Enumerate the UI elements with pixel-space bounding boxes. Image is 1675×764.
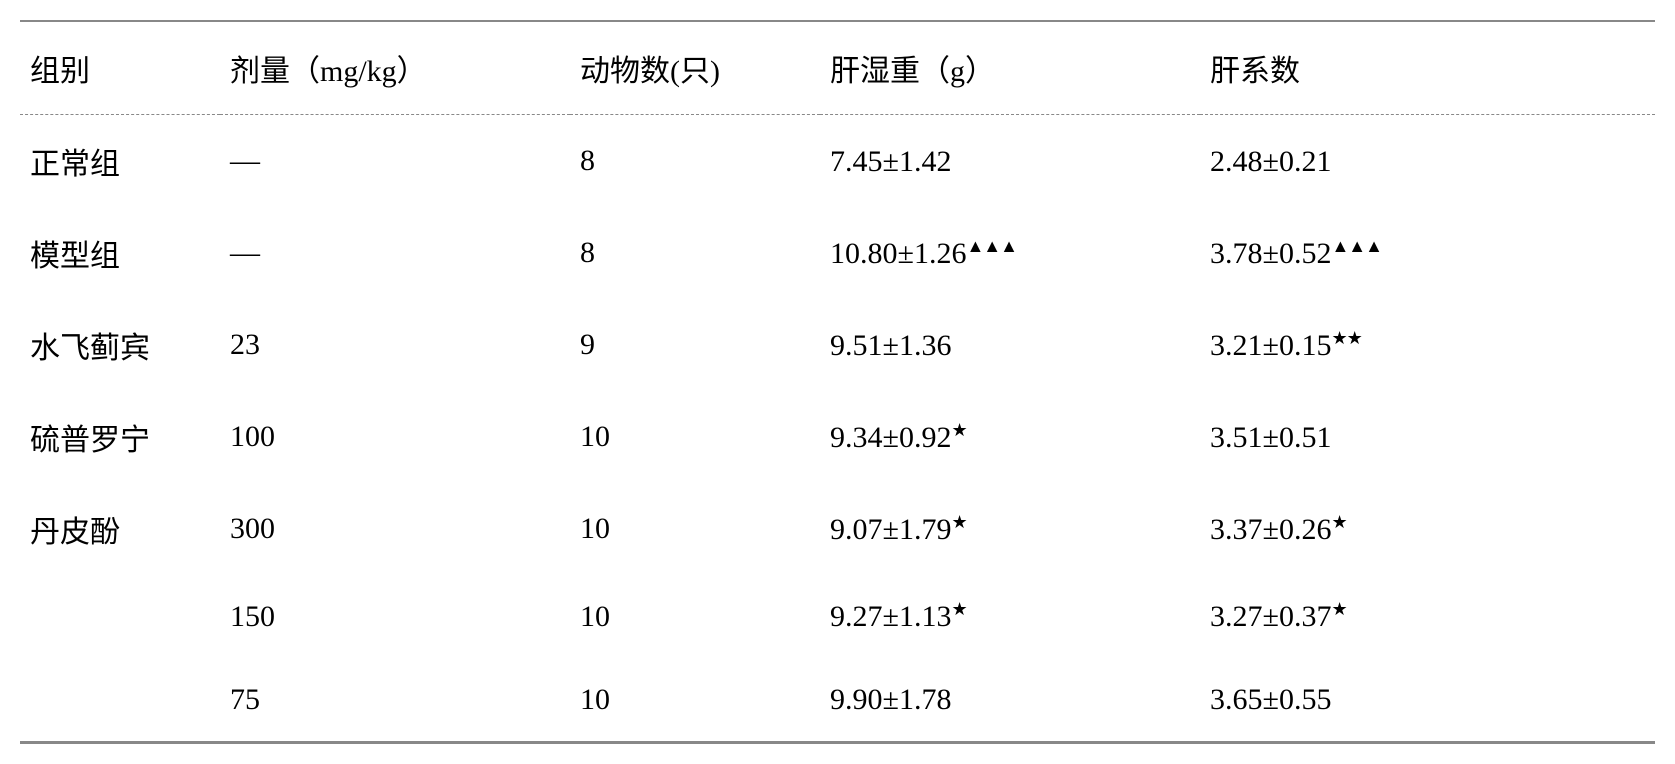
value: 3.78±0.52 [1210,237,1331,270]
cell-group: 水飞蓟宾 [20,299,220,391]
cell-n: 8 [570,115,820,208]
table-header-row: 组别 剂量（mg/kg） 动物数(只) 肝湿重（g） 肝系数 [20,21,1655,115]
col-group: 组别 [20,21,220,115]
col-n: 动物数(只) [570,21,820,115]
sup-marker: ★ [951,420,966,440]
value: 3.51±0.51 [1210,421,1331,454]
sup-marker: ★★ [1331,328,1361,348]
cell-group [20,658,220,743]
value: 9.34±0.92 [830,421,951,454]
cell-coef: 3.78±0.52▲▲▲ [1200,207,1655,299]
value: 7.45±1.42 [830,145,951,178]
value: 9.51±1.36 [830,329,951,362]
cell-coef: 3.37±0.26★ [1200,483,1655,575]
cell-liver-wt: 9.07±1.79★ [820,483,1200,575]
cell-n: 8 [570,207,820,299]
cell-dose: — [220,115,570,208]
cell-liver-wt: 9.34±0.92★ [820,391,1200,483]
table-row: 丹皮酚 300 10 9.07±1.79★ 3.37±0.26★ [20,483,1655,575]
cell-liver-wt: 7.45±1.42 [820,115,1200,208]
value: 3.37±0.26 [1210,513,1331,546]
cell-liver-wt: 9.90±1.78 [820,658,1200,743]
sup-marker: ▲▲▲ [1331,236,1381,256]
cell-dose: — [220,207,570,299]
value: 3.21±0.15 [1210,329,1331,362]
liver-data-table: 组别 剂量（mg/kg） 动物数(只) 肝湿重（g） 肝系数 正常组 — 8 7… [20,20,1655,744]
col-coef: 肝系数 [1200,21,1655,115]
value: 3.65±0.55 [1210,683,1331,716]
col-liver-wt: 肝湿重（g） [820,21,1200,115]
cell-coef: 3.65±0.55 [1200,658,1655,743]
sup-marker: ★ [1331,512,1346,532]
cell-group [20,575,220,658]
table-row: 75 10 9.90±1.78 3.65±0.55 [20,658,1655,743]
cell-n: 10 [570,391,820,483]
sup-marker: ★ [951,512,966,532]
value: 9.07±1.79 [830,513,951,546]
cell-group: 硫普罗宁 [20,391,220,483]
cell-liver-wt: 9.51±1.36 [820,299,1200,391]
cell-n: 9 [570,299,820,391]
sup-marker: ★ [951,599,966,619]
value: 9.27±1.13 [830,600,951,633]
data-table-container: 组别 剂量（mg/kg） 动物数(只) 肝湿重（g） 肝系数 正常组 — 8 7… [20,20,1655,744]
cell-coef: 3.27±0.37★ [1200,575,1655,658]
value: 9.90±1.78 [830,683,951,716]
value: 10.80±1.26 [830,237,966,270]
cell-group: 正常组 [20,115,220,208]
cell-dose: 75 [220,658,570,743]
cell-coef: 3.51±0.51 [1200,391,1655,483]
table-row: 硫普罗宁 100 10 9.34±0.92★ 3.51±0.51 [20,391,1655,483]
table-row: 模型组 — 8 10.80±1.26▲▲▲ 3.78±0.52▲▲▲ [20,207,1655,299]
cell-liver-wt: 10.80±1.26▲▲▲ [820,207,1200,299]
table-row: 正常组 — 8 7.45±1.42 2.48±0.21 [20,115,1655,208]
sup-marker: ▲▲▲ [966,236,1016,256]
cell-group: 模型组 [20,207,220,299]
value: 2.48±0.21 [1210,145,1331,178]
cell-coef: 2.48±0.21 [1200,115,1655,208]
cell-n: 10 [570,575,820,658]
value: 3.27±0.37 [1210,600,1331,633]
cell-coef: 3.21±0.15★★ [1200,299,1655,391]
cell-dose: 300 [220,483,570,575]
cell-n: 10 [570,483,820,575]
table-row: 150 10 9.27±1.13★ 3.27±0.37★ [20,575,1655,658]
cell-n: 10 [570,658,820,743]
table-body: 正常组 — 8 7.45±1.42 2.48±0.21 模型组 — 8 10.8… [20,115,1655,743]
cell-group: 丹皮酚 [20,483,220,575]
col-dose: 剂量（mg/kg） [220,21,570,115]
cell-dose: 23 [220,299,570,391]
sup-marker: ★ [1331,599,1346,619]
cell-dose: 100 [220,391,570,483]
cell-liver-wt: 9.27±1.13★ [820,575,1200,658]
table-row: 水飞蓟宾 23 9 9.51±1.36 3.21±0.15★★ [20,299,1655,391]
cell-dose: 150 [220,575,570,658]
